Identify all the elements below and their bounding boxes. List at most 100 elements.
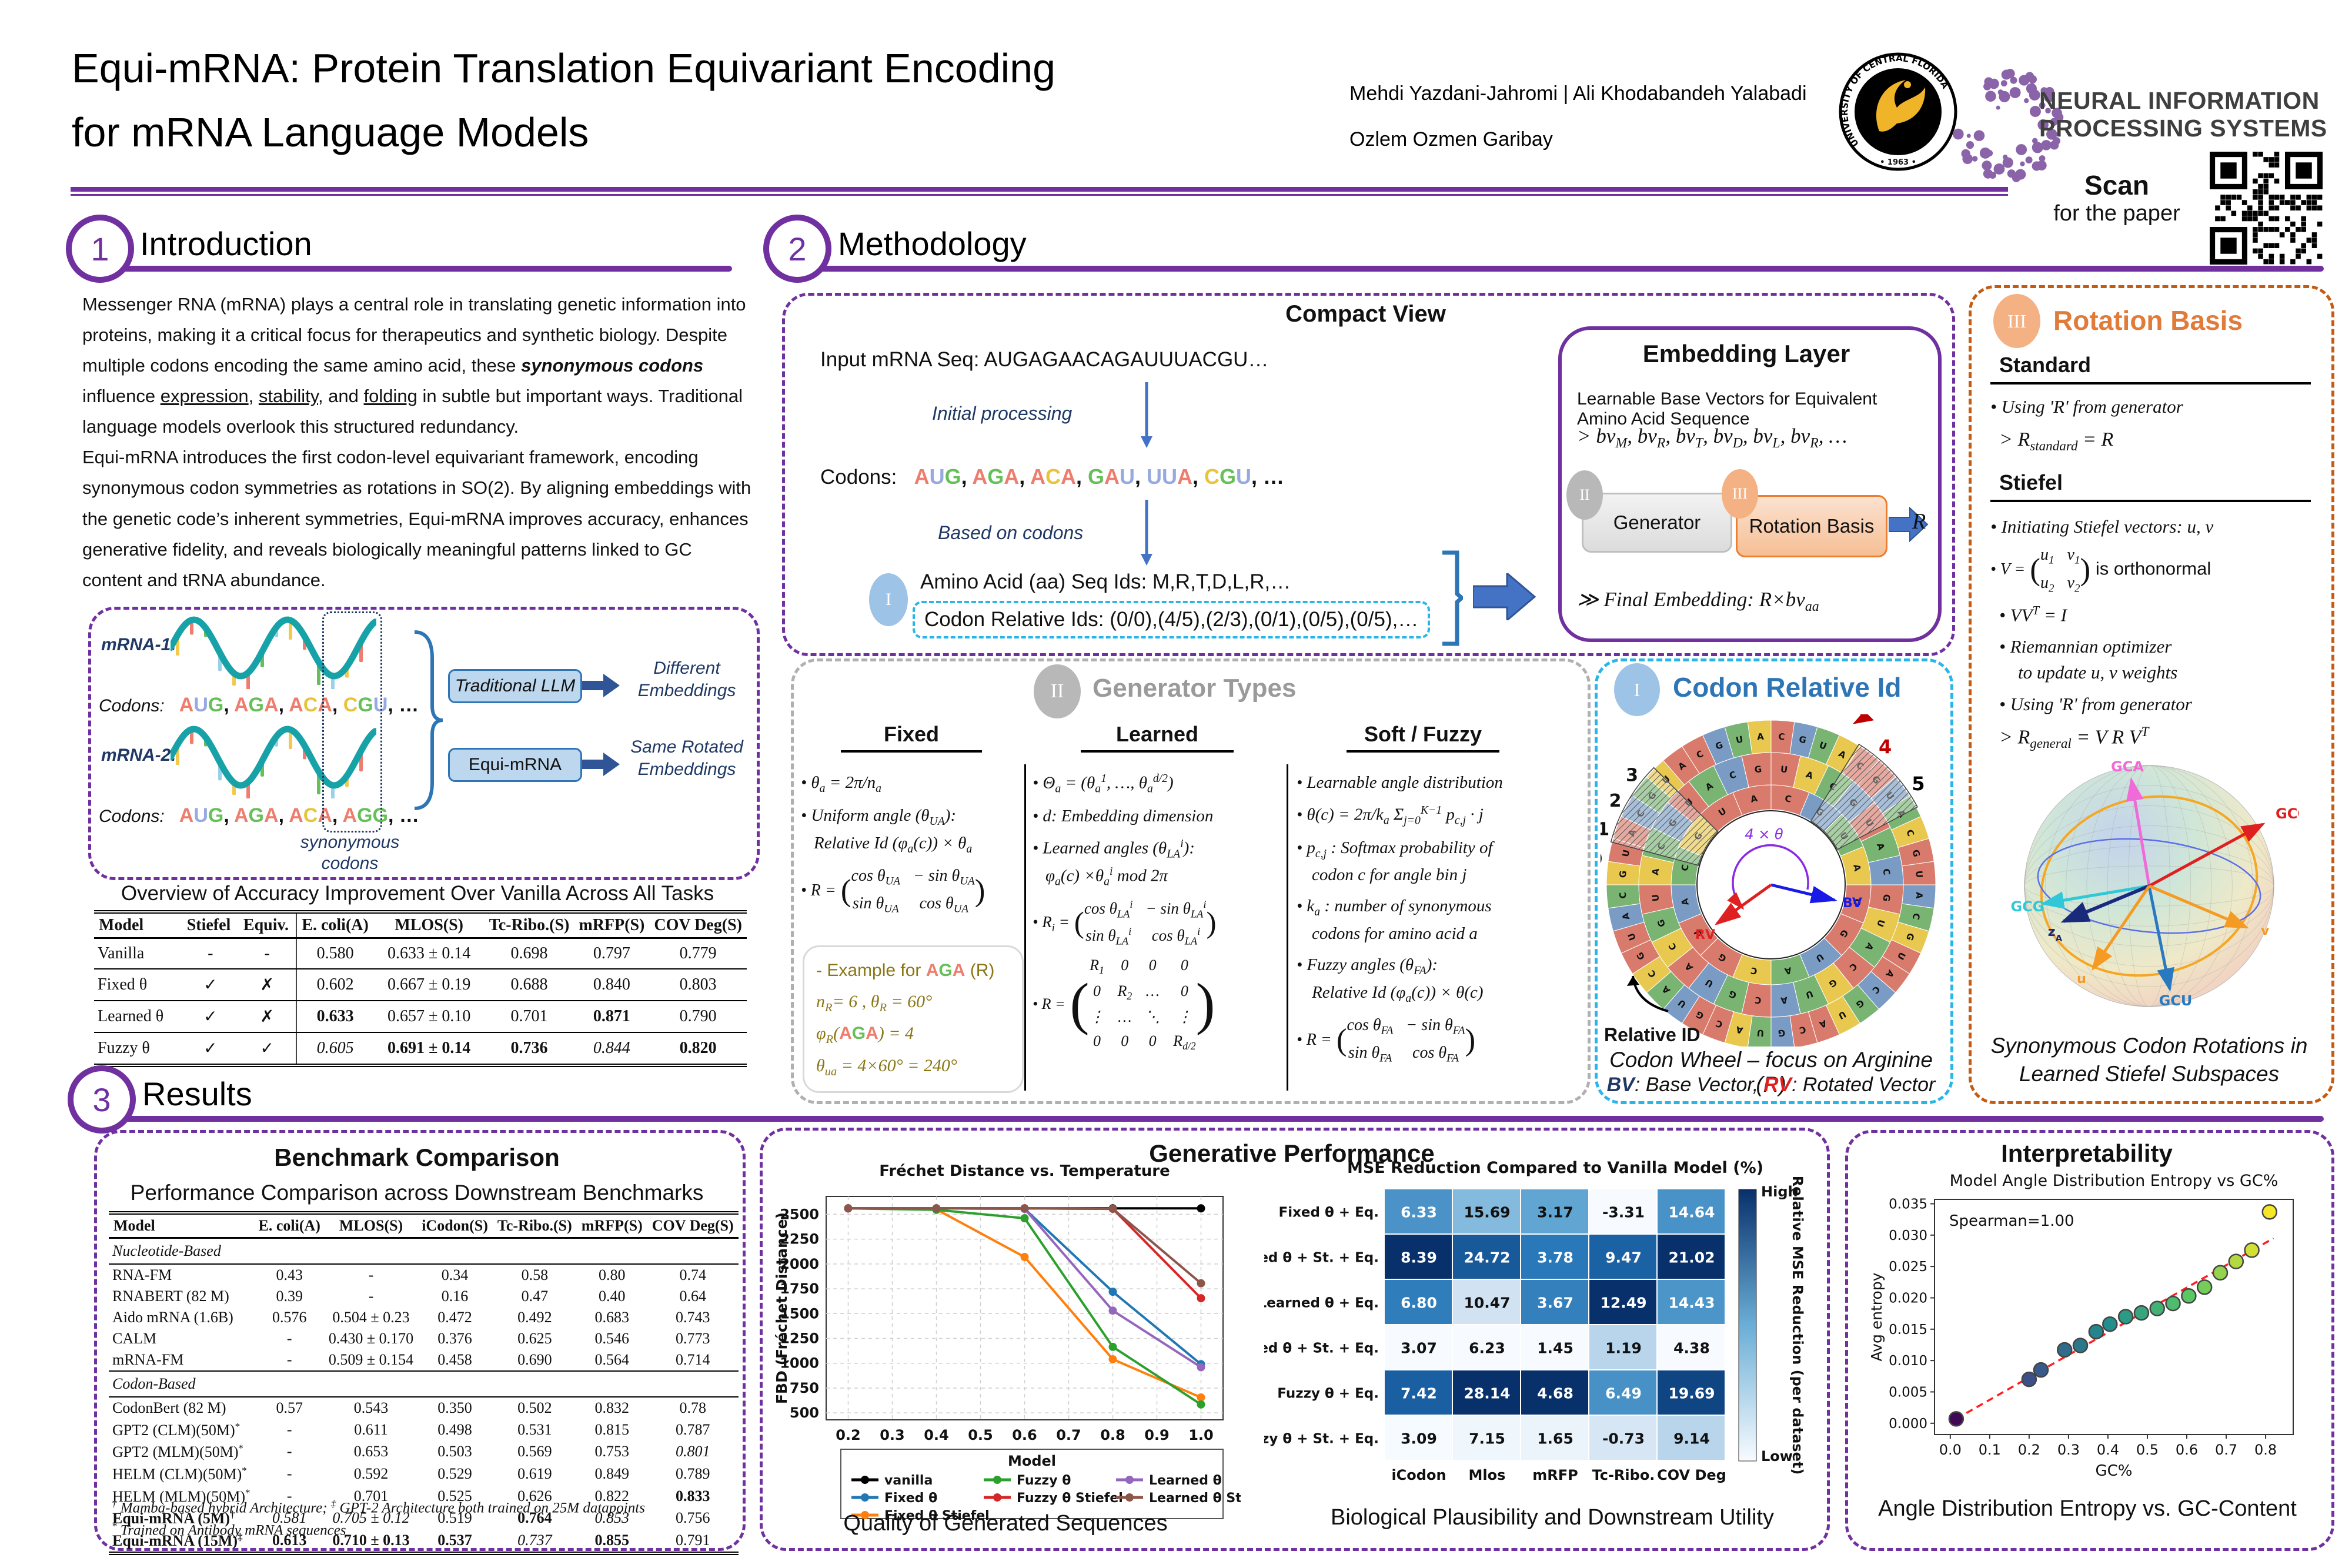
svg-text:0.7: 0.7 <box>1056 1427 1081 1443</box>
svg-text:C: C <box>1750 965 1758 977</box>
table-header: E. coli(A) <box>253 1213 325 1239</box>
table-row: RNA-FM 0.43 - 0.34 0.58 0.80 0.74 <box>109 1264 739 1286</box>
section-1-number: 1 <box>66 215 134 283</box>
generative-title: Generative Performance <box>1149 1139 1435 1167</box>
intro-text-segment: stability <box>258 386 318 407</box>
svg-text:U: U <box>1780 764 1788 775</box>
poster-title-line2: for mRNA Language Models <box>72 109 589 155</box>
table-cell: 0.34 <box>441 1266 469 1283</box>
table-cell: 0.625 <box>517 1330 552 1347</box>
r-output-label: R <box>1912 509 1926 534</box>
table-cell: Vanilla <box>94 938 182 969</box>
svg-text:Fuzzy θ: Fuzzy θ <box>1017 1473 1071 1488</box>
table-cell: 0.701 <box>484 1001 574 1033</box>
mrna1-wave-icon <box>171 616 376 689</box>
table-cell: 0.815 <box>594 1420 630 1438</box>
svg-text:0.5: 0.5 <box>968 1427 993 1443</box>
scatter-caption: Angle Distribution Entropy vs. GC-Conten… <box>1878 1496 2297 1521</box>
svg-text:A: A <box>1780 995 1788 1006</box>
svg-text:9.14: 9.14 <box>1673 1430 1710 1447</box>
table-cell: Learned θ <box>94 1001 182 1033</box>
table-cell: - <box>253 1349 325 1372</box>
stiefel-bullet-5: • Using 'R' from generator <box>1999 694 2192 714</box>
neurips-line2: PROCESSING SYSTEMS <box>2039 115 2327 142</box>
intro-text-segment: synonymous codons <box>521 355 704 376</box>
table-header: E. coli(A) <box>295 912 374 939</box>
poster-title: Equi-mRNA: Protein Translation Equivaria… <box>72 36 1055 164</box>
svg-text:0.1: 0.1 <box>1979 1442 2001 1458</box>
table-cell: HELM (MLM)(50M)* <box>112 1486 250 1505</box>
matrix: • R =(cos θFA − sin θFA sin θFA cos θFA) <box>1297 1016 1476 1065</box>
rotation-basis-box: Rotation Basis <box>1736 495 1887 557</box>
svg-text:vanilla: vanilla <box>884 1473 933 1488</box>
svg-text:G: G <box>1754 764 1762 775</box>
table-cell: RNA-FM <box>112 1266 172 1283</box>
svg-text:4.38: 4.38 <box>1673 1340 1710 1357</box>
roman-i-badge: I <box>1614 663 1660 716</box>
table-header: Tc-Ribo.(S) <box>492 1213 577 1239</box>
svg-text:6.49: 6.49 <box>1605 1385 1642 1402</box>
same-rotated-embeddings-label: Same Rotated Embeddings <box>630 737 743 779</box>
svg-text:Avg entropy: Avg entropy <box>1868 1272 1885 1361</box>
sphere-caption: Synonymous Codon Rotations in Learned St… <box>1990 1034 2308 1086</box>
table-cell: 0.58 <box>521 1266 549 1283</box>
svg-text:8.39: 8.39 <box>1401 1249 1437 1266</box>
table-cell: 0.611 <box>354 1420 388 1438</box>
mrna2-wave-icon <box>171 726 376 798</box>
svg-text:U: U <box>1875 918 1887 928</box>
table-cell: 0.602 <box>295 969 374 1001</box>
table-cell: GPT2 (MLM)(50M)* <box>112 1442 243 1461</box>
svg-text:0.000: 0.000 <box>1889 1416 1927 1432</box>
codons-label: Codons: <box>99 696 165 716</box>
table-cell: ✓ <box>203 1039 218 1058</box>
table-cell: 0.849 <box>594 1465 630 1483</box>
overview-table: Model Stiefel Equiv. E. coli(A) MLOS(S) Tc-Ri… <box>94 910 747 1067</box>
table-cell: - <box>286 1465 292 1483</box>
roman-i-badge: I <box>869 573 908 626</box>
svg-text:A: A <box>1783 965 1792 977</box>
fuzzy-column: • Learnable angle distribution • θ(c) = … <box>1297 770 1579 1067</box>
stiefel-v-line: • V =(u1 v1 u2 v2) is orthonormal <box>1990 542 2211 597</box>
svg-text:U: U <box>1626 931 1638 942</box>
table-row: Equi-mRNA (5M)† 0.581 0.705 ± 0.12 0.519 0.7… <box>109 1507 739 1530</box>
table-cell: 0.833 <box>675 1487 710 1505</box>
table-cell: 0.537 <box>437 1532 472 1549</box>
table-cell: 0.698 <box>484 938 574 969</box>
benchmark-subtitle: Performance Comparison across Downstream… <box>130 1181 704 1205</box>
svg-text:0.025: 0.025 <box>1889 1259 1927 1275</box>
svg-text:Tc-Ribo.: Tc-Ribo. <box>1592 1467 1655 1483</box>
svg-text:C: C <box>1754 995 1762 1006</box>
rotation-basis-panel <box>1969 285 2334 1104</box>
table-header: Stiefel <box>182 912 239 939</box>
svg-text:BV: BV <box>1843 896 1862 911</box>
table-cell: - <box>286 1487 292 1505</box>
table-group-label: Codon-Based <box>109 1371 739 1398</box>
svg-text:0.9: 0.9 <box>1144 1427 1170 1443</box>
table-cell: 0.683 <box>594 1309 630 1326</box>
fuzzy-column-head: Soft / Fuzzy <box>1347 722 1499 753</box>
table-header: MLOS(S) <box>325 1213 417 1239</box>
svg-text:6.80: 6.80 <box>1401 1295 1437 1312</box>
frechet-line-chart: Fréchet Distance vs. Temperature 0.2 0.3 0.… <box>773 1162 1241 1523</box>
svg-text:0.3: 0.3 <box>880 1427 905 1443</box>
svg-text:1500: 1500 <box>780 1305 819 1322</box>
authors-line2: Ozlem Ozmen Garibay <box>1349 128 1553 151</box>
svg-text:GCG: GCG <box>2010 898 2044 915</box>
svg-text:Learned θ + St. + Eq.: Learned θ + St. + Eq. <box>1264 1341 1379 1356</box>
table-cell: 0.78 <box>679 1399 706 1416</box>
matrix: • R =(R1 0 0 0 0 R2… 0 ⋮… ⋱ ⋮ 0 0 0 Rd/2) <box>1033 957 1215 1052</box>
svg-text:U: U <box>1756 1027 1764 1038</box>
svg-text:1: 1 <box>1601 819 1609 840</box>
codon-sequence: AUG, AGA, ACA, GAU, UUA, CGU, … <box>914 464 1285 489</box>
svg-text:Model: Model <box>1008 1453 1056 1469</box>
svg-text:G: G <box>1728 988 1738 1001</box>
mrna2-label: mRNA-2: <box>101 745 177 765</box>
matrix: • R =(cos θUA − sin θUA sin θUA cos θUA) <box>801 867 985 915</box>
qr-code <box>2210 152 2323 265</box>
embedding-layer-box <box>1558 326 1942 642</box>
svg-text:U: U <box>1818 740 1828 752</box>
column-divider <box>1024 764 1026 1091</box>
table-cell: 0.509 ± 0.154 <box>325 1349 417 1372</box>
codon-wheel: CGUACGUACGUACGUAUACGUACGUACGUACGUACGUACG… <box>1601 714 1936 1047</box>
mrna1-label: mRNA-1: <box>101 635 177 654</box>
